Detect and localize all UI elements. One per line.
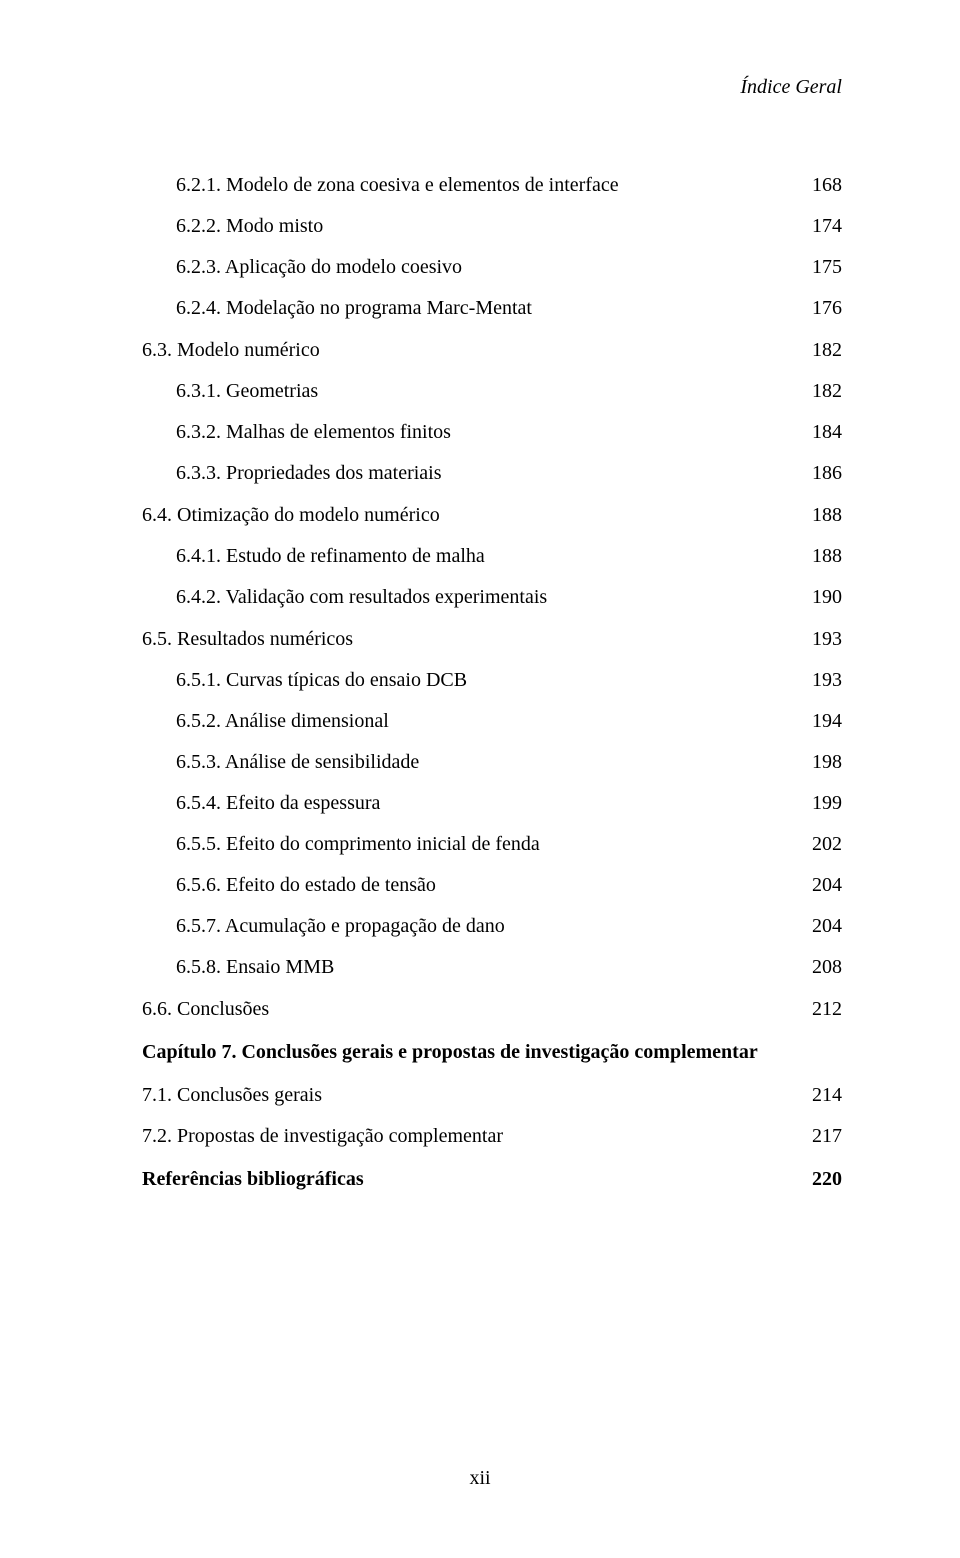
toc-entry: 6.4.1. Estudo de refinamento de malha188 — [142, 546, 842, 566]
toc-entry-page: 199 — [796, 793, 842, 813]
toc-entry-page: 202 — [796, 834, 842, 854]
toc-entry-label: 7.2. Propostas de investigação complemen… — [142, 1126, 796, 1146]
toc-entry-label: 6.5.3. Análise de sensibilidade — [176, 752, 796, 772]
toc-entry: 6.5.8. Ensaio MMB208 — [142, 957, 842, 977]
toc-entry-label: 6.5.5. Efeito do comprimento inicial de … — [176, 834, 796, 854]
toc-entry-label: 6.5.4. Efeito da espessura — [176, 793, 796, 813]
page-number: xii — [0, 1467, 960, 1490]
toc-entry: 6.2.2. Modo misto174 — [142, 216, 842, 236]
toc-entry-label: 6.3.3. Propriedades dos materiais — [176, 463, 796, 483]
toc-entry-page: 184 — [796, 422, 842, 442]
toc-entry-page: 193 — [796, 670, 842, 690]
toc-list: 6.2.1. Modelo de zona coesiva e elemento… — [142, 175, 842, 1019]
toc-entry: 6.5.1. Curvas típicas do ensaio DCB193 — [142, 670, 842, 690]
toc-entry-label: 6.5.1. Curvas típicas do ensaio DCB — [176, 670, 796, 690]
toc-entry-page: 204 — [796, 875, 842, 895]
toc-entry: 6.5.2. Análise dimensional194 — [142, 711, 842, 731]
toc-entry: 6.3.3. Propriedades dos materiais186 — [142, 463, 842, 483]
toc-entry-page: 186 — [796, 463, 842, 483]
toc-entry-page: 212 — [796, 999, 842, 1019]
toc-entry-label: 6.6. Conclusões — [142, 999, 796, 1019]
toc-entry: 7.2. Propostas de investigação complemen… — [142, 1126, 842, 1146]
toc-entry-label: 6.3.1. Geometrias — [176, 381, 796, 401]
references-page: 220 — [812, 1168, 842, 1191]
toc-entry-label: 7.1. Conclusões gerais — [142, 1085, 796, 1105]
toc-entry-page: 204 — [796, 916, 842, 936]
toc-entry: 7.1. Conclusões gerais214 — [142, 1085, 842, 1105]
toc-entry: 6.5.5. Efeito do comprimento inicial de … — [142, 834, 842, 854]
toc-entry-page: 208 — [796, 957, 842, 977]
toc-entry-label: 6.2.2. Modo misto — [176, 216, 796, 236]
toc-entry-page: 168 — [796, 175, 842, 195]
toc-entry-label: 6.5.2. Análise dimensional — [176, 711, 796, 731]
chapter7-list: 7.1. Conclusões gerais214 7.2. Propostas … — [142, 1085, 842, 1146]
running-header: Índice Geral — [142, 76, 842, 99]
toc-entry-page: 188 — [796, 505, 842, 525]
toc-entry: 6.5.7. Acumulação e propagação de dano20… — [142, 916, 842, 936]
toc-entry-label: 6.4.2. Validação com resultados experime… — [176, 587, 796, 607]
toc-entry: 6.2.3. Aplicação do modelo coesivo175 — [142, 257, 842, 277]
references-line: Referências bibliográficas 220 — [142, 1168, 842, 1191]
toc-entry-label: 6.2.3. Aplicação do modelo coesivo — [176, 257, 796, 277]
toc-entry: 6.4. Otimização do modelo numérico188 — [142, 505, 842, 525]
chapter7-title: Capítulo 7. Conclusões gerais e proposta… — [142, 1041, 842, 1064]
toc-entry-label: 6.3.2. Malhas de elementos finitos — [176, 422, 796, 442]
toc-entry-page: 174 — [796, 216, 842, 236]
toc-entry-label: 6.5.6. Efeito do estado de tensão — [176, 875, 796, 895]
toc-entry-page: 188 — [796, 546, 842, 566]
toc-entry: 6.5. Resultados numéricos193 — [142, 629, 842, 649]
toc-entry-page: 193 — [796, 629, 842, 649]
toc-entry: 6.3.2. Malhas de elementos finitos184 — [142, 422, 842, 442]
toc-entry-page: 175 — [796, 257, 842, 277]
toc-entry-label: 6.3. Modelo numérico — [142, 340, 796, 360]
toc-entry: 6.5.4. Efeito da espessura199 — [142, 793, 842, 813]
toc-entry-label: 6.2.4. Modelação no programa Marc-Mentat — [176, 298, 796, 318]
toc-entry-page: 190 — [796, 587, 842, 607]
toc-entry: 6.3.1. Geometrias182 — [142, 381, 842, 401]
toc-entry-label: 6.4.1. Estudo de refinamento de malha — [176, 546, 796, 566]
toc-entry-page: 194 — [796, 711, 842, 731]
toc-entry: 6.2.1. Modelo de zona coesiva e elemento… — [142, 175, 842, 195]
toc-entry-label: 6.4. Otimização do modelo numérico — [142, 505, 796, 525]
references-label: Referências bibliográficas — [142, 1168, 364, 1191]
toc-entry: 6.3. Modelo numérico182 — [142, 340, 842, 360]
toc-entry: 6.6. Conclusões212 — [142, 999, 842, 1019]
toc-entry: 6.2.4. Modelação no programa Marc-Mentat… — [142, 298, 842, 318]
toc-entry-page: 182 — [796, 381, 842, 401]
toc-entry-label: 6.5. Resultados numéricos — [142, 629, 796, 649]
toc-entry-page: 214 — [796, 1085, 842, 1105]
toc-entry: 6.5.6. Efeito do estado de tensão204 — [142, 875, 842, 895]
toc-entry: 6.5.3. Análise de sensibilidade198 — [142, 752, 842, 772]
toc-entry-page: 182 — [796, 340, 842, 360]
toc-entry-label: 6.5.7. Acumulação e propagação de dano — [176, 916, 796, 936]
toc-entry-page: 217 — [796, 1126, 842, 1146]
toc-entry-page: 198 — [796, 752, 842, 772]
toc-entry-page: 176 — [796, 298, 842, 318]
toc-entry-label: 6.2.1. Modelo de zona coesiva e elemento… — [176, 175, 796, 195]
toc-entry-label: 6.5.8. Ensaio MMB — [176, 957, 796, 977]
toc-entry: 6.4.2. Validação com resultados experime… — [142, 587, 842, 607]
